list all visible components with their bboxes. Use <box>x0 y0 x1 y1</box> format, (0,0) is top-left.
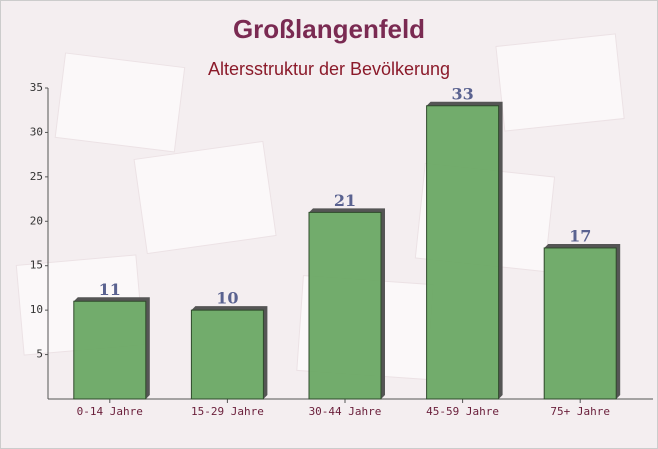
bar <box>426 105 500 400</box>
value-label: 33 <box>451 84 473 103</box>
chart-title: Großlangenfeld <box>233 14 425 44</box>
bar <box>73 300 147 400</box>
y-tick-label: 10 <box>30 303 43 316</box>
x-tick-label: 45-59 Jahre <box>426 405 499 418</box>
value-label: 21 <box>334 191 356 210</box>
x-tick-label: 30-44 Jahre <box>309 405 382 418</box>
chart-subtitle: Altersstruktur der Bevölkerung <box>208 59 450 79</box>
value-label: 10 <box>216 289 238 308</box>
value-label: 11 <box>99 280 121 299</box>
x-tick-label: 75+ Jahre <box>550 405 610 418</box>
y-tick-label: 20 <box>30 214 43 227</box>
y-tick-label: 30 <box>30 125 43 138</box>
bar <box>190 309 264 400</box>
y-tick-label: 35 <box>30 81 43 94</box>
bar <box>543 247 617 400</box>
x-tick-label: 15-29 Jahre <box>191 405 264 418</box>
y-tick-label: 15 <box>30 259 43 272</box>
y-tick-label: 5 <box>36 348 43 361</box>
x-tick-label: 0-14 Jahre <box>77 405 143 418</box>
bar <box>308 211 382 400</box>
value-label: 17 <box>569 226 591 245</box>
y-tick-label: 25 <box>30 170 43 183</box>
